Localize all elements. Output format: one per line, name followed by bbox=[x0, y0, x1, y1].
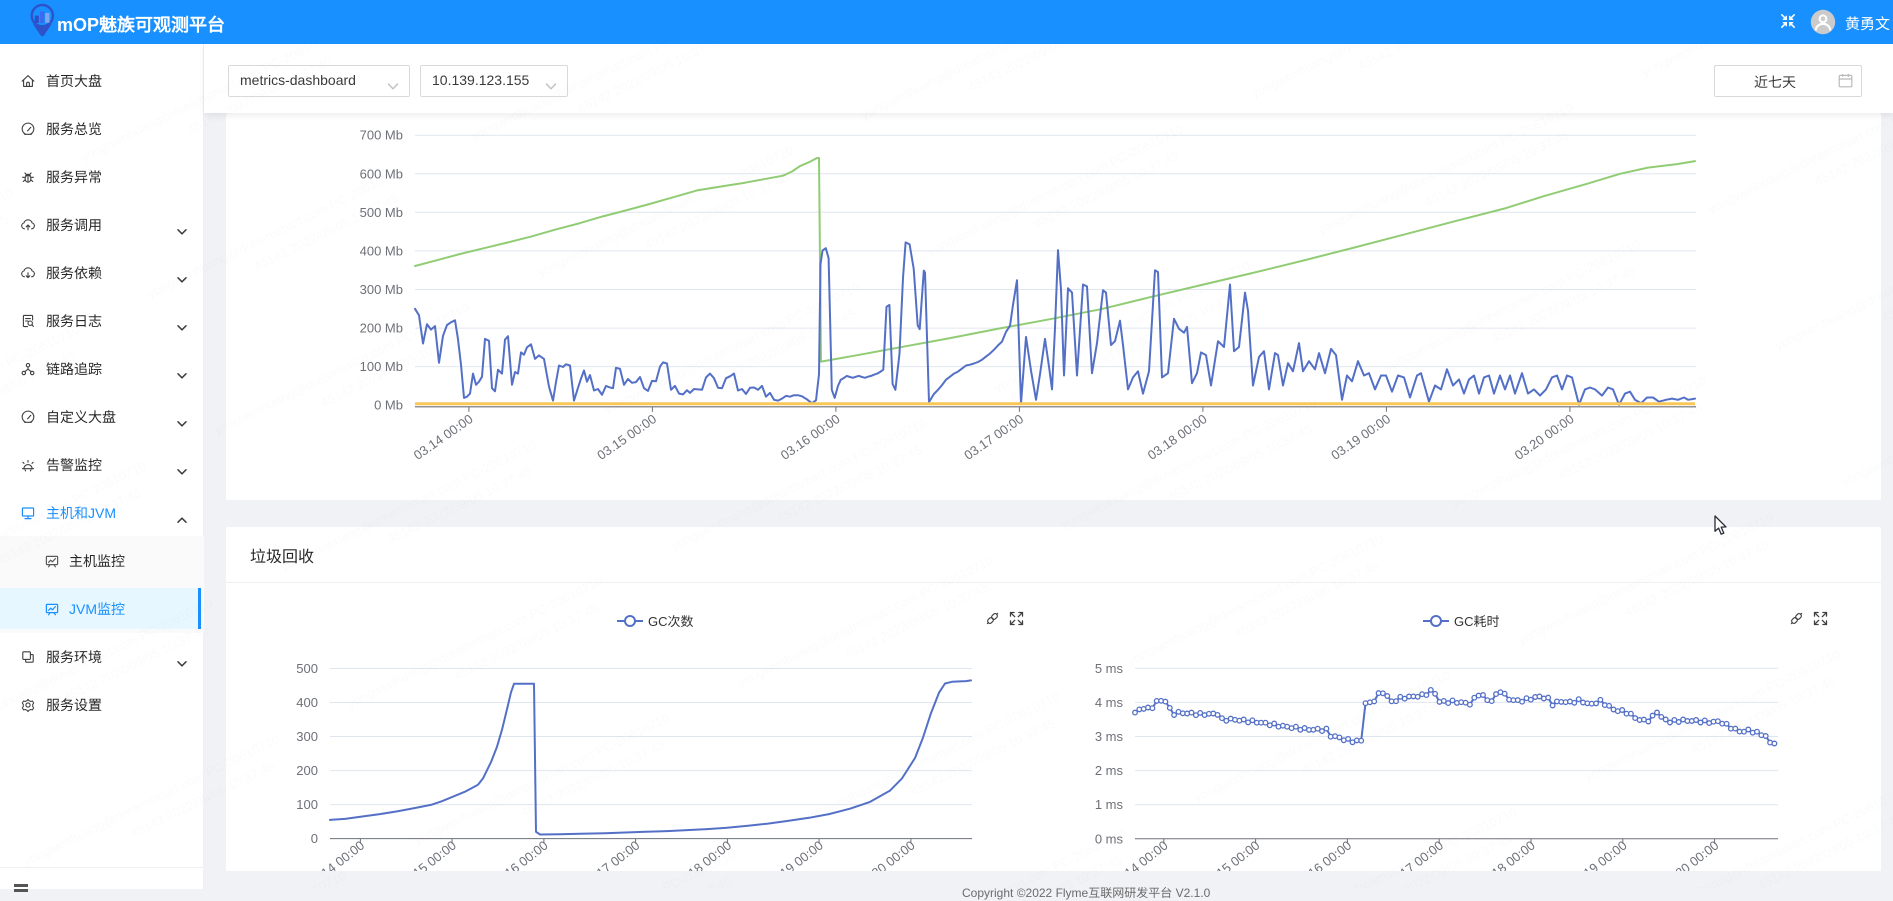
svg-text:03.14 00:00: 03.14 00:00 bbox=[411, 411, 476, 463]
svg-text:200: 200 bbox=[296, 763, 318, 778]
svg-text:03.17 00:00: 03.17 00:00 bbox=[961, 411, 1026, 463]
svg-text:2 ms: 2 ms bbox=[1095, 763, 1124, 778]
svg-text:600 Mb: 600 Mb bbox=[360, 166, 403, 181]
svg-text:03.19 00:00: 03.19 00:00 bbox=[1328, 411, 1393, 463]
svg-text:400 Mb: 400 Mb bbox=[360, 243, 403, 258]
svg-text:03.15 00:00: 03.15 00:00 bbox=[594, 411, 659, 463]
svg-text:300: 300 bbox=[296, 729, 318, 744]
svg-text:03.16 00:00: 03.16 00:00 bbox=[778, 411, 843, 463]
svg-text:1 ms: 1 ms bbox=[1095, 797, 1124, 812]
svg-text:03.20 00:00: 03.20 00:00 bbox=[1512, 411, 1577, 463]
svg-text:5 ms: 5 ms bbox=[1095, 661, 1124, 676]
svg-text:4 ms: 4 ms bbox=[1095, 695, 1124, 710]
svg-text:03.18 00:00: 03.18 00:00 bbox=[1145, 411, 1210, 463]
svg-text:400: 400 bbox=[296, 695, 318, 710]
svg-text:0 ms: 0 ms bbox=[1095, 831, 1124, 846]
svg-text:0 Mb: 0 Mb bbox=[374, 398, 403, 413]
svg-text:100 Mb: 100 Mb bbox=[360, 359, 403, 374]
svg-text:500 Mb: 500 Mb bbox=[360, 205, 403, 220]
svg-text:300 Mb: 300 Mb bbox=[360, 282, 403, 297]
svg-text:GC次数: GC次数 bbox=[648, 614, 694, 629]
svg-text:700 Mb: 700 Mb bbox=[360, 128, 403, 143]
svg-text:500: 500 bbox=[296, 661, 318, 676]
svg-text:100: 100 bbox=[296, 797, 318, 812]
svg-text:3 ms: 3 ms bbox=[1095, 729, 1124, 744]
svg-text:GC耗时: GC耗时 bbox=[1454, 614, 1500, 629]
svg-text:0: 0 bbox=[311, 831, 318, 846]
svg-text:垃圾回收: 垃圾回收 bbox=[250, 548, 314, 566]
svg-text:200 Mb: 200 Mb bbox=[360, 321, 403, 336]
